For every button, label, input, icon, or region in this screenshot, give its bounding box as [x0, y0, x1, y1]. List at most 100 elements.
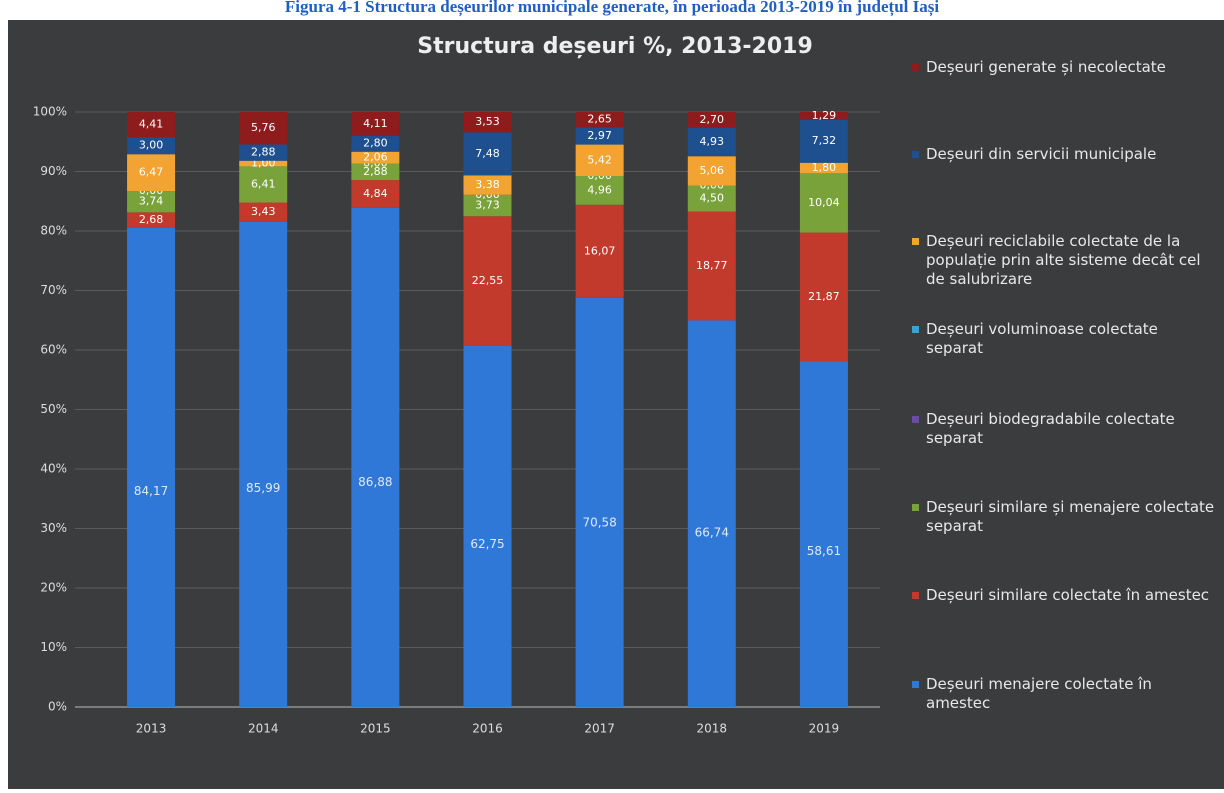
bar-segment	[575, 127, 624, 145]
data-label: 2,88	[363, 165, 388, 178]
bar-segment	[127, 227, 176, 707]
y-tick-label: 50%	[40, 402, 67, 416]
data-label: 2,65	[587, 113, 612, 126]
data-label: 7,32	[812, 134, 837, 147]
data-label: 4,41	[139, 118, 164, 131]
legend-item: Deșeuri generate și necolectate	[926, 58, 1166, 76]
bar-segment	[799, 119, 848, 163]
legend-item: Deșeuri reciclabile colectate de la popu…	[926, 232, 1201, 288]
data-label: 5,76	[251, 121, 276, 134]
x-tick-label: 2015	[360, 722, 391, 736]
bar-segment	[239, 144, 288, 161]
bar-segment	[463, 175, 512, 195]
data-label: 22,55	[472, 274, 504, 287]
data-label: 86,88	[358, 475, 392, 489]
bar-segment	[687, 127, 736, 157]
data-label: 4,50	[700, 192, 725, 205]
chart-title: Structura deșeuri %, 2013-2019	[417, 34, 813, 59]
bar-segment	[239, 166, 288, 203]
bar-segment	[463, 194, 512, 217]
legend-label: Deșeuri reciclabile colectate de la popu…	[926, 232, 1201, 288]
bar-segment	[351, 163, 400, 181]
data-label: 66,74	[695, 526, 729, 540]
bar-segment	[575, 144, 624, 176]
bar-segment	[463, 216, 512, 346]
y-tick-label: 70%	[40, 283, 67, 297]
bar-segment	[799, 232, 848, 362]
data-label: 62,75	[470, 537, 504, 551]
legend-swatch	[912, 64, 919, 71]
y-tick-label: 100%	[33, 105, 67, 119]
legend-item: Deșeuri biodegradabile colectate separat	[926, 410, 1175, 447]
legend-swatch	[912, 238, 919, 245]
legend-label: Deșeuri similare colectate în amestec	[926, 586, 1210, 604]
data-label: 2,70	[700, 113, 725, 126]
data-label: 6,47	[139, 166, 164, 179]
x-tick-label: 2014	[248, 722, 279, 736]
data-label: 58,61	[807, 544, 841, 558]
legend-swatch	[912, 151, 919, 158]
legend-item: Deșeuri similare și menajere colectate s…	[926, 498, 1215, 535]
data-label: 21,87	[808, 290, 840, 303]
data-label: 1,29	[812, 109, 837, 122]
bar-segment	[463, 132, 512, 176]
legend-label: Deșeuri biodegradabile colectate separat	[926, 410, 1175, 447]
data-label: 3,38	[475, 178, 500, 191]
bar-segment	[351, 151, 400, 164]
y-tick-label: 10%	[40, 640, 67, 654]
data-label: 3,00	[139, 139, 164, 152]
x-tick-label: 2017	[584, 722, 615, 736]
bar-segment	[687, 112, 736, 128]
bar-segment	[351, 135, 400, 152]
y-tick-label: 90%	[40, 164, 67, 178]
bar-segment	[687, 156, 736, 186]
bar-segment	[799, 112, 848, 120]
x-tick-label: 2013	[136, 722, 167, 736]
legend-label: Deșeuri generate și necolectate	[926, 58, 1166, 76]
data-label: 4,93	[700, 135, 725, 148]
bar-segment	[127, 112, 176, 138]
data-label: 2,88	[251, 146, 276, 159]
x-tick-label: 2018	[697, 722, 728, 736]
data-label: 7,48	[475, 147, 500, 160]
legend-swatch	[912, 681, 919, 688]
y-tick-label: 30%	[40, 521, 67, 535]
legend-item: Deșeuri menajere colectate în amestec	[926, 675, 1152, 712]
bar-segment	[127, 154, 176, 192]
bar-segment	[799, 162, 848, 174]
data-label: 4,84	[363, 187, 388, 200]
legend-swatch	[912, 504, 919, 511]
data-label: 2,68	[139, 213, 164, 226]
bar-segment	[463, 112, 512, 133]
bar-segment	[463, 345, 512, 707]
data-label: 4,96	[587, 183, 612, 196]
data-label: 70,58	[582, 515, 616, 529]
legend-label: Deșeuri din servicii municipale	[926, 145, 1157, 163]
data-label: 10,04	[808, 196, 840, 209]
data-label: 5,06	[700, 164, 725, 177]
legend-swatch	[912, 326, 919, 333]
bar-segment	[575, 112, 624, 128]
bar-segment	[239, 112, 288, 145]
x-tick-label: 2016	[472, 722, 503, 736]
bar-segment	[351, 112, 400, 136]
caption: Figura 4-1 Structura deșeurilor municipa…	[285, 0, 939, 17]
y-tick-label: 0%	[48, 700, 67, 714]
legend-item: Deșeuri din servicii municipale	[926, 145, 1157, 163]
data-label: 2,80	[363, 137, 388, 150]
y-tick-label: 20%	[40, 581, 67, 595]
legend-item: Deșeuri voluminoase colectate separat	[926, 320, 1158, 357]
bar-segment	[239, 160, 288, 167]
bar-segment	[239, 221, 288, 707]
data-label: 3,53	[475, 115, 500, 128]
bar-segment	[799, 361, 848, 707]
bar-segment	[351, 180, 400, 208]
data-label: 5,42	[587, 153, 612, 166]
legend-label: Deșeuri similare și menajere colectate s…	[926, 498, 1215, 535]
legend-item: Deșeuri similare colectate în amestec	[926, 586, 1210, 604]
bar-segment	[575, 297, 624, 707]
bar-segment	[575, 175, 624, 205]
bar-segment	[239, 202, 288, 222]
data-label: 1,80	[812, 161, 837, 174]
